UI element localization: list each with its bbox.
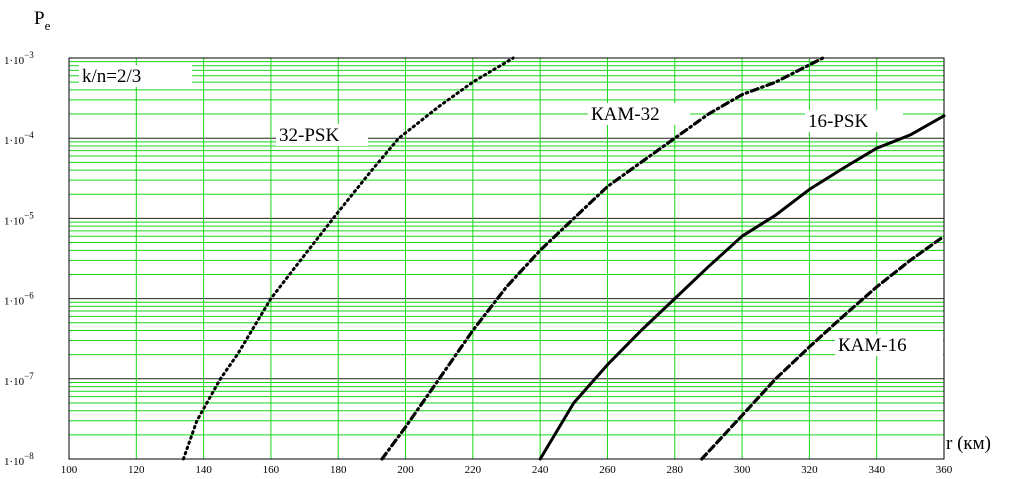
- series-label-кам-16: КАМ-16: [838, 335, 907, 356]
- x-tick-label: 280: [667, 464, 684, 476]
- series-line-16-psk: [538, 114, 946, 461]
- code-rate-annotation-box: [79, 65, 192, 87]
- y-axis-title: Pe: [34, 8, 51, 33]
- plot-frame: [68, 57, 945, 460]
- series-layer: [181, 56, 946, 461]
- y-tick-label: 1·10−3: [4, 50, 34, 67]
- series-label-32-psk: 32-PSK: [279, 125, 339, 146]
- y-tick-label: 1·10−8: [4, 451, 34, 468]
- series-line-кам-32: [380, 56, 825, 461]
- x-tick-label: 200: [397, 464, 414, 476]
- series-label-кам-32: КАМ-32: [591, 104, 660, 125]
- x-tick-label: 180: [330, 464, 347, 476]
- y-tick-label: 1·10−4: [4, 130, 34, 147]
- x-tick-label: 320: [801, 464, 818, 476]
- series-label-кам-32-box: [588, 103, 690, 125]
- y-tick-label: 1·10−5: [4, 210, 34, 227]
- x-tick-label: 260: [599, 464, 616, 476]
- series-line-32-psk: [181, 56, 515, 461]
- x-axis-title: r (км): [946, 433, 991, 454]
- series-label-кам-16-box: [835, 334, 943, 356]
- y-tick-labels: 1·10−8 1·10−7 1·10−6 1·10−5 1·10−4 1·10−3: [4, 50, 34, 468]
- y-tick-label: 1·10−6: [4, 291, 34, 308]
- x-tick-label: 100: [61, 464, 78, 476]
- x-tick-labels: 100 120 140 160 180 200 220 240 260 280 300 320 340 3…: [61, 464, 953, 476]
- series-label-16-psk: 16-PSK: [808, 111, 868, 132]
- x-tick-label: 340: [868, 464, 885, 476]
- y-tick-label: 1·10−7: [4, 371, 34, 388]
- x-tick-label: 160: [263, 464, 280, 476]
- x-tick-label: 360: [936, 464, 953, 476]
- series-label-16-psk-box: [805, 110, 903, 132]
- series-line-кам-16: [700, 234, 946, 461]
- x-tick-label: 220: [465, 464, 482, 476]
- code-rate-annotation: k/n=2/3: [82, 66, 141, 87]
- series-labels: k/n=2/3 32-PSK КАМ-32 16-PSK КАМ-16: [79, 65, 943, 356]
- x-tick-label: 300: [734, 464, 751, 476]
- x-tick-label: 120: [128, 464, 145, 476]
- series-label-32-psk-box: [276, 124, 368, 146]
- x-tick-label: 240: [532, 464, 549, 476]
- x-tick-label: 140: [195, 464, 212, 476]
